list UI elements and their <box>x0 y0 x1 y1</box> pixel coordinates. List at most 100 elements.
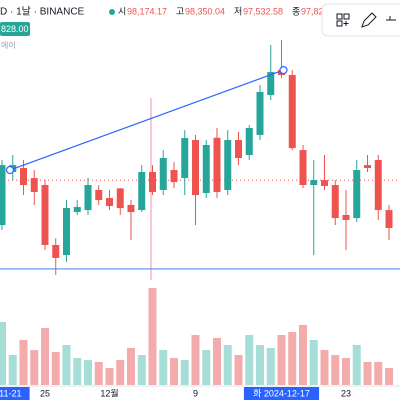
remove-button[interactable] <box>386 16 396 21</box>
candle-body <box>41 185 49 245</box>
volume-bar <box>41 328 49 385</box>
toolbar-box <box>321 3 400 37</box>
volume-bar <box>180 360 189 385</box>
volume-bar <box>342 358 350 385</box>
plot <box>0 40 400 385</box>
candle-body <box>159 157 167 190</box>
layout-button[interactable] <box>336 13 350 27</box>
trendline <box>9 69 284 171</box>
volume-bar <box>277 335 286 385</box>
volume-bar <box>266 348 275 385</box>
volume-bar <box>363 362 372 385</box>
ohlc-label: 시 <box>118 6 126 16</box>
volume-bar <box>223 345 232 385</box>
candle-body <box>106 198 113 207</box>
x-tick-label: -11-21 <box>0 388 21 398</box>
candle-body <box>138 172 146 211</box>
candle-body <box>192 140 199 196</box>
toolbar <box>321 3 400 37</box>
volume-bar <box>30 350 39 385</box>
volume-bar <box>148 288 157 385</box>
volume-bar <box>309 340 318 385</box>
candle-body <box>245 127 253 156</box>
volume-bar <box>0 322 6 385</box>
symbol: D · 1날 · BINANCE <box>0 6 85 18</box>
x-tick-label: 25 <box>40 388 50 398</box>
candle-body <box>331 185 339 219</box>
volume-bar <box>105 368 114 385</box>
volume-bar <box>51 352 60 385</box>
x-tick-label: 화 2024-12-17 <box>253 388 310 398</box>
candle-body <box>235 140 242 158</box>
volume-bar <box>352 345 361 385</box>
volume-bar <box>234 355 243 385</box>
volume-bar <box>256 345 264 385</box>
volume-bar <box>19 340 28 385</box>
x-label-highlight <box>0 387 30 400</box>
volume-bar <box>331 355 340 385</box>
candle-body <box>127 204 135 213</box>
ohlc-value: 97,532.58 <box>243 6 283 16</box>
x-label-highlight <box>243 387 320 400</box>
candle-body <box>52 244 60 258</box>
status-dot <box>109 9 115 15</box>
volume-bar <box>8 355 17 385</box>
x-tick-label: 23 <box>341 388 351 398</box>
volume-bar <box>213 338 221 385</box>
x-tick-label: 12월 <box>100 387 118 398</box>
volume-bar <box>127 348 135 385</box>
volume-bar <box>385 368 393 385</box>
volume-bar <box>374 362 383 385</box>
ohlc-label: 종 <box>292 6 300 16</box>
candle-body <box>84 185 92 211</box>
price-badge-text: 828.00 <box>1 24 29 34</box>
volume-bar <box>73 358 82 385</box>
price-badge <box>0 22 30 36</box>
volume-bar <box>137 355 146 385</box>
candle-body <box>95 189 103 201</box>
ohlc: 시 98,174.17 고 98,350.04 저 97,532.58 종 97,828.00 <box>118 6 341 16</box>
volume-bar <box>245 335 254 385</box>
volume-bar <box>94 362 103 385</box>
candle-body <box>63 208 70 256</box>
candle-body <box>116 188 124 209</box>
volume-bar <box>288 332 297 385</box>
trendline-handle <box>5 165 15 175</box>
candle-body <box>202 144 210 194</box>
candle-body <box>321 180 328 186</box>
ohlc-label: 고 <box>176 6 184 16</box>
candle-body <box>170 170 178 183</box>
x-tick-label: 9 <box>193 388 198 398</box>
candle-body <box>364 165 371 169</box>
candle-body <box>213 137 221 192</box>
candle-body <box>224 140 232 190</box>
volume-bar <box>62 345 71 385</box>
draw-button[interactable] <box>361 12 377 28</box>
candle-body <box>149 172 156 192</box>
volume-bar <box>170 358 178 385</box>
ohlc-value: 98,350.04 <box>185 6 225 16</box>
candle-body <box>299 150 307 186</box>
volume-bar <box>116 360 125 385</box>
candle-body <box>73 206 81 213</box>
candle-body <box>288 74 296 149</box>
volume-bar <box>84 360 92 385</box>
badge-sub: 에이 <box>1 40 16 50</box>
ohlc-label: 저 <box>234 6 242 16</box>
candle-body <box>30 178 38 192</box>
candle-body <box>342 214 350 220</box>
candle-body <box>374 159 382 211</box>
ohlc-value: 97,828.00 <box>301 6 341 16</box>
volume-bar <box>320 350 329 385</box>
candle-body <box>0 165 6 226</box>
candle-body <box>385 210 393 228</box>
volume-bar <box>191 335 200 385</box>
candle-body <box>267 72 275 96</box>
candle-body <box>20 168 27 186</box>
candle-body <box>181 138 189 179</box>
candle-body <box>310 180 318 186</box>
volume-bar <box>159 350 168 385</box>
trendline-handle <box>279 65 288 75</box>
candle-body <box>256 91 264 135</box>
